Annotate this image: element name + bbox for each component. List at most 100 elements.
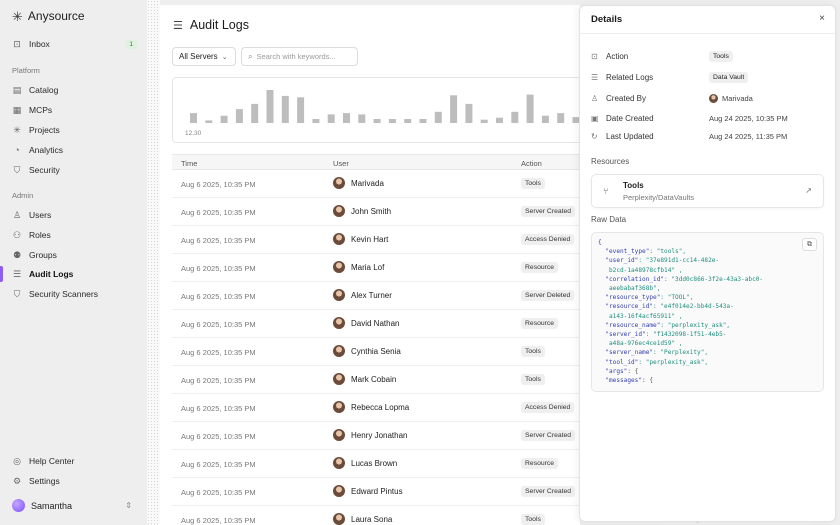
chart-bar[interactable] (496, 117, 503, 123)
row-action-badge: Tools (521, 374, 545, 385)
section-label-admin: Admin (12, 191, 34, 200)
chart-bar[interactable] (220, 115, 228, 123)
table-row[interactable]: Aug 6 2025, 10:35 PM Alex Turner Server De… (172, 282, 582, 310)
chart-bar[interactable] (235, 109, 243, 123)
sidebar-item-help-center[interactable]: ◎ Help Center (12, 453, 137, 469)
row-user: Edward Pintus (333, 485, 403, 497)
search-input[interactable] (256, 52, 353, 61)
row-time: Aug 6 2025, 10:35 PM (181, 348, 256, 357)
chart-bar[interactable] (419, 119, 427, 123)
row-user: Mark Cobain (333, 373, 396, 385)
activity-chart-bars (190, 90, 580, 123)
row-user: John Smith (333, 205, 391, 217)
sidebar-item-inbox[interactable]: ⊡ Inbox 1 (12, 36, 137, 52)
table-row[interactable]: Aug 6 2025, 10:35 PM Kevin Hart Access Den… (172, 226, 582, 254)
sidebar-item-label: Audit Logs (29, 269, 74, 279)
chart-bar[interactable] (281, 95, 289, 123)
sidebar-item-settings[interactable]: ⚙ Settings (12, 473, 137, 489)
column-header-user[interactable]: User (333, 159, 349, 168)
table-row[interactable]: Aug 6 2025, 10:35 PM Edward Pintus Server … (172, 478, 582, 506)
chart-bar[interactable] (266, 90, 274, 123)
sidebar-item-catalog[interactable]: ▤ Catalog (12, 82, 137, 98)
search-box[interactable]: ⌕ (241, 47, 358, 66)
chart-bar[interactable] (450, 95, 458, 123)
row-action-badge: Server Deleted (521, 290, 575, 301)
json-line: "server_id": "f1432098-1f51-4eb5- (598, 330, 763, 339)
detail-row-last-updated: ↻ Last Updated Aug 24 2025, 11:35 PM (591, 129, 826, 143)
avatar (333, 513, 345, 525)
related-logs-chip[interactable]: Data Vault (709, 71, 749, 83)
table-row[interactable]: Aug 6 2025, 10:35 PM Maria Lof Resource (172, 254, 582, 282)
table-row[interactable]: Aug 6 2025, 10:35 PM Cynthia Senia Tools (172, 338, 582, 366)
chart-bar[interactable] (511, 111, 519, 123)
row-action-badge: Tools (521, 514, 545, 525)
chart-bar[interactable] (205, 120, 213, 123)
chart-bar[interactable] (541, 115, 549, 123)
table-row[interactable]: Aug 6 2025, 10:35 PM Marivada Tools (172, 170, 582, 198)
chart-bar[interactable] (358, 114, 366, 123)
resource-card[interactable]: ⑂ Tools Perplexity/DataVaults ↗ (591, 174, 824, 208)
json-value: : "3dd0c866-3f2e-43a3-abc0- (664, 275, 764, 283)
table-row[interactable]: Aug 6 2025, 10:35 PM Mark Cobain Tools (172, 366, 582, 394)
raw-data-label: Raw Data (591, 215, 627, 224)
copy-icon[interactable]: ⧉ (802, 238, 817, 251)
sidebar-item-label: Inbox (29, 39, 50, 49)
raw-data-json: { "event_type": "tools", "user_id": "37e… (598, 238, 763, 385)
row-user-name: Henry Jonathan (351, 430, 408, 440)
json-line: "event_type": "tools", (598, 247, 763, 256)
column-header-action[interactable]: Action (521, 159, 542, 168)
row-time: Aug 6 2025, 10:35 PM (181, 432, 256, 441)
external-link-icon[interactable]: ↗ (805, 186, 812, 195)
table-row[interactable]: Aug 6 2025, 10:35 PM David Nathan Resource (172, 310, 582, 338)
shield-icon: ⛉ (13, 164, 21, 175)
avatar (333, 345, 345, 357)
chart-bar[interactable] (434, 111, 442, 123)
row-time: Aug 6 2025, 10:35 PM (181, 376, 256, 385)
sidebar-item-label: Projects (29, 125, 60, 135)
table-row[interactable]: Aug 6 2025, 10:35 PM Lucas Brown Resource (172, 450, 582, 478)
table-row[interactable]: Aug 6 2025, 10:35 PM John Smith Server Cre… (172, 198, 582, 226)
sidebar-item-mcps[interactable]: ▦ MCPs (12, 102, 137, 118)
chart-bar[interactable] (312, 119, 320, 123)
row-time: Aug 6 2025, 10:35 PM (181, 320, 256, 329)
json-key: "messages" (598, 377, 643, 385)
detail-label: Last Updated (606, 131, 654, 141)
chart-bar[interactable] (327, 114, 335, 123)
sidebar-item-groups[interactable]: ⚉ Groups (12, 247, 137, 263)
sidebar-item-audit-logs[interactable]: ☰ Audit Logs (12, 266, 137, 282)
chart-bar[interactable] (388, 119, 396, 123)
chart-bar[interactable] (465, 103, 473, 123)
row-action-badge: Access Denied (521, 402, 575, 413)
sidebar-item-users[interactable]: ♙ Users (12, 207, 137, 223)
chart-bar[interactable] (251, 103, 259, 123)
table-row[interactable]: Aug 6 2025, 10:35 PM Henry Jonathan Server… (172, 422, 582, 450)
chart-bar[interactable] (373, 119, 381, 123)
row-action-badge: Tools (521, 346, 545, 357)
chart-bar[interactable] (343, 113, 350, 123)
chart-bar[interactable] (526, 94, 534, 123)
brand-name: Anysource (27, 9, 85, 23)
user-menu[interactable]: Samantha ⇕ (12, 499, 132, 512)
sidebar-item-analytics[interactable]: ◔ Analytics (12, 142, 137, 158)
chart-bar[interactable] (190, 113, 197, 123)
chart-bar[interactable] (480, 119, 488, 123)
sidebar-item-projects[interactable]: ✳ Projects (12, 122, 137, 138)
chart-bar[interactable] (404, 119, 412, 123)
chart-bar[interactable] (557, 113, 565, 123)
server-filter-dropdown[interactable]: All Servers ⌄ (172, 47, 236, 66)
section-label-platform: Platform (12, 66, 40, 75)
sidebar-item-security[interactable]: ⛉ Security (12, 162, 137, 178)
main-content: ☰ Audit Logs All Servers ⌄ ⌕ 12.30 Time … (160, 5, 582, 525)
sidebar-item-label: Security (29, 165, 60, 175)
avatar (333, 177, 345, 189)
column-header-time[interactable]: Time (181, 159, 198, 168)
table-row[interactable]: Aug 6 2025, 10:35 PM Laura Sona Tools (172, 506, 582, 525)
sidebar-item-security-scanners[interactable]: ⛉ Security Scanners (12, 286, 137, 302)
table-row[interactable]: Aug 6 2025, 10:35 PM Rebecca Lopma Access … (172, 394, 582, 422)
brand-logo[interactable]: ✳ Anysource (12, 9, 85, 23)
chart-bar[interactable] (572, 117, 580, 123)
sidebar-item-roles[interactable]: ⚇ Roles (12, 227, 137, 243)
close-icon[interactable]: × (819, 13, 825, 24)
chart-bar[interactable] (297, 97, 305, 123)
groups-icon: ⚉ (12, 249, 22, 260)
